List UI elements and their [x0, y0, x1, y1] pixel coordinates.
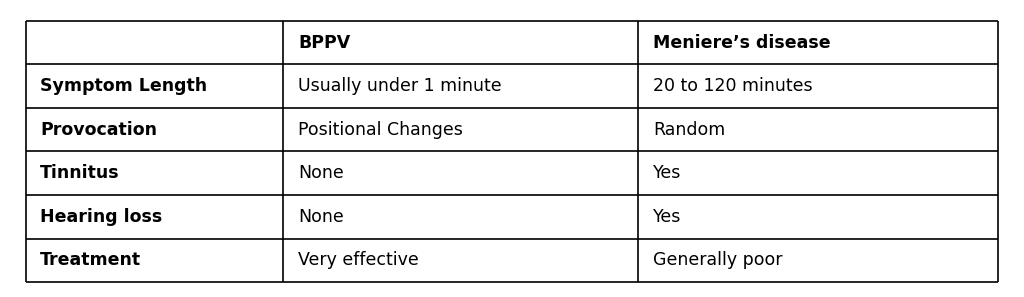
Text: Symptom Length: Symptom Length — [40, 77, 207, 95]
Text: Random: Random — [653, 121, 725, 139]
Text: Treatment: Treatment — [40, 251, 141, 269]
Text: Usually under 1 minute: Usually under 1 minute — [298, 77, 502, 95]
Text: Meniere’s disease: Meniere’s disease — [653, 34, 830, 52]
Text: Tinnitus: Tinnitus — [40, 164, 120, 182]
Text: Generally poor: Generally poor — [653, 251, 782, 269]
Text: 20 to 120 minutes: 20 to 120 minutes — [653, 77, 813, 95]
Text: Very effective: Very effective — [298, 251, 419, 269]
Text: BPPV: BPPV — [298, 34, 350, 52]
Text: Yes: Yes — [653, 164, 681, 182]
Text: Yes: Yes — [653, 208, 681, 226]
Text: Provocation: Provocation — [40, 121, 158, 139]
Text: None: None — [298, 164, 344, 182]
Text: None: None — [298, 208, 344, 226]
Text: Positional Changes: Positional Changes — [298, 121, 463, 139]
Text: Hearing loss: Hearing loss — [40, 208, 163, 226]
